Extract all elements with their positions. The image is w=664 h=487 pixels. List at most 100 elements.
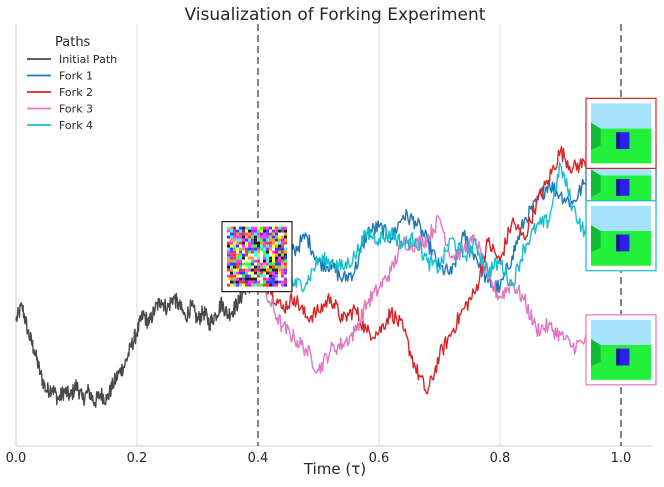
noise-pixel [230, 241, 233, 245]
noise-pixel [227, 235, 230, 239]
noise-pixel [263, 271, 266, 275]
noise-pixel [281, 235, 284, 239]
noise-pixel [245, 253, 248, 257]
noise-pixel [236, 253, 239, 257]
noise-pixel [263, 244, 266, 248]
noise-pixel [233, 259, 236, 263]
noise-pixel [266, 271, 269, 275]
scene-sky [591, 103, 651, 129]
end-frame-image [585, 97, 657, 169]
noise-pixel [242, 229, 245, 233]
noise-pixel [239, 250, 242, 254]
noise-pixel [245, 235, 248, 239]
noise-pixel [278, 229, 281, 233]
noise-pixel [284, 238, 287, 242]
noise-pixel [248, 250, 251, 254]
noise-pixel [248, 244, 251, 248]
noise-pixel [254, 232, 257, 236]
noise-pixel [233, 256, 236, 260]
noise-pixel [251, 259, 254, 263]
noise-pixel [284, 256, 287, 260]
noise-pixel [251, 277, 254, 281]
series-line-fork-4 [257, 161, 622, 293]
noise-pixel [251, 226, 254, 230]
noise-pixel [233, 232, 236, 236]
noise-pixel [269, 277, 272, 281]
noise-pixel [260, 250, 263, 254]
noise-pixel [236, 274, 239, 278]
noise-pixel [260, 238, 263, 242]
noise-pixel [230, 250, 233, 254]
noise-pixel [251, 235, 254, 239]
noise-pixel [251, 265, 254, 269]
noise-pixel [269, 256, 272, 260]
noise-pixel [278, 277, 281, 281]
noise-pixel [284, 235, 287, 239]
noise-pixel [248, 247, 251, 251]
noise-pixel [245, 247, 248, 251]
noise-pixel [230, 265, 233, 269]
noise-pixel [281, 232, 284, 236]
noise-pixel [260, 241, 263, 245]
noise-pixel [254, 259, 257, 263]
noise-pixel [254, 283, 257, 287]
noise-pixel [254, 271, 257, 275]
noise-pixel [254, 241, 257, 245]
noise-pixel [284, 271, 287, 275]
noise-pixel [263, 268, 266, 272]
noise-pixel [269, 274, 272, 278]
noise-pixel [266, 280, 269, 284]
noise-pixel [254, 238, 257, 242]
noise-pixel [236, 229, 239, 233]
scene-wall [591, 339, 601, 367]
noise-pixel [227, 274, 230, 278]
noise-pixel [272, 250, 275, 254]
noise-pixel [263, 232, 266, 236]
noise-pixel [269, 253, 272, 257]
noise-pixel [245, 274, 248, 278]
noise-pixel [239, 232, 242, 236]
scene-cube-shade [616, 132, 620, 149]
noise-pixel [248, 235, 251, 239]
noise-pixel [230, 280, 233, 284]
noise-pixel [227, 238, 230, 242]
noise-pixel [230, 277, 233, 281]
noise-pixel [254, 244, 257, 248]
noise-pixel [284, 283, 287, 287]
noise-pixel [263, 259, 266, 263]
x-tick-label: 1.0 [611, 451, 632, 466]
noise-pixel [269, 247, 272, 251]
noise-pixel [284, 247, 287, 251]
noise-pixel [263, 241, 266, 245]
noise-pixel [278, 244, 281, 248]
legend-title: Paths [55, 35, 91, 50]
noise-pixel [248, 271, 251, 275]
noise-pixel [245, 280, 248, 284]
noise-pixel [284, 277, 287, 281]
noise-pixel [242, 238, 245, 242]
noise-pixel [248, 268, 251, 272]
noise-pixel [284, 265, 287, 269]
noise-pixel [260, 253, 263, 257]
noise-pixel [233, 271, 236, 275]
noise-pixel [239, 256, 242, 260]
noise-pixel [227, 268, 230, 272]
noise-pixel [230, 268, 233, 272]
noise-pixel [266, 235, 269, 239]
noise-pixel [278, 259, 281, 263]
noise-pixel [284, 250, 287, 254]
noise-pixel [275, 244, 278, 248]
noise-pixel [254, 235, 257, 239]
legend-label: Initial Path [59, 53, 117, 66]
noise-pixel [272, 235, 275, 239]
noise-pixel [269, 226, 272, 230]
noise-pixel [278, 274, 281, 278]
noise-pixel [245, 244, 248, 248]
noise-pixel [245, 262, 248, 266]
noise-pixel [239, 244, 242, 248]
noise-pixel [245, 256, 248, 260]
noise-pixel [254, 280, 257, 284]
noise-pixel [281, 265, 284, 269]
noise-pixel [281, 241, 284, 245]
